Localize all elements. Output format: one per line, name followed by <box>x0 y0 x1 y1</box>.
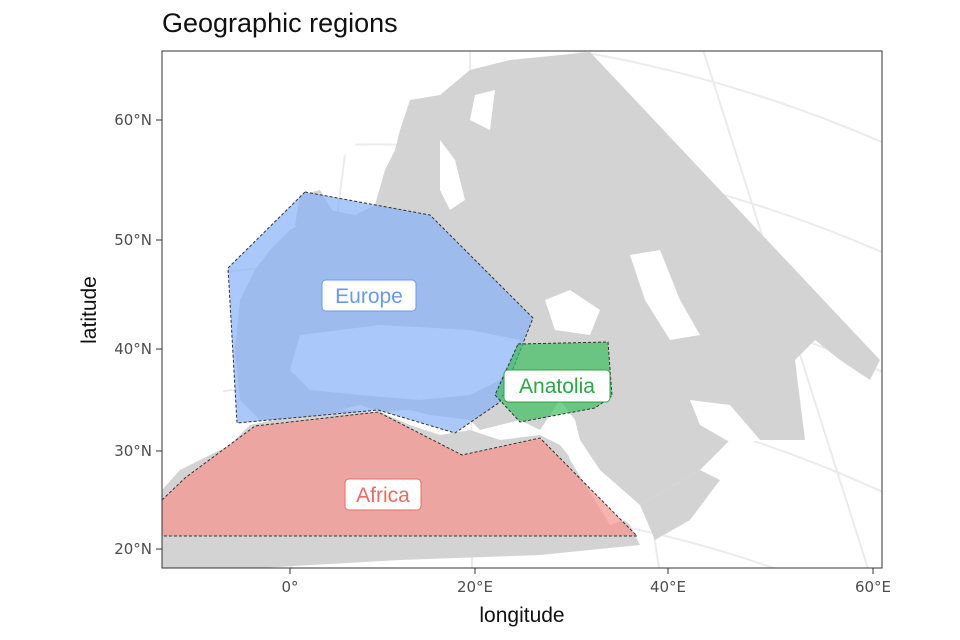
y-axis: 60°N 50°N 40°N 30°N 20°N <box>114 111 162 558</box>
y-tick-label-60n: 60°N <box>114 111 152 129</box>
y-tick-label-50n: 50°N <box>114 231 152 249</box>
graticule-parallel-60n <box>162 51 882 144</box>
panel-border <box>161 50 883 569</box>
region-label-europe-text: Europe <box>335 285 403 308</box>
water-baltic <box>440 140 465 210</box>
water-red-sea <box>560 430 625 525</box>
water-caspian <box>630 250 700 340</box>
region-europe[interactable] <box>227 191 534 434</box>
y-tick-label-40n: 40°N <box>114 340 152 358</box>
y-axis-title: latitude <box>78 276 101 344</box>
x-tick-label-60e: 60°E <box>855 578 891 596</box>
map-title: Geographic regions <box>162 8 398 38</box>
x-axis: 0° 20°E 40°E 60°E <box>281 568 891 596</box>
y-tick-label-30n: 30°N <box>114 442 152 460</box>
region-label-africa-text: Africa <box>356 484 410 507</box>
region-label-africa: Africa <box>344 478 422 511</box>
region-africa[interactable] <box>162 411 639 537</box>
water-persian-gulf <box>690 400 760 445</box>
water-black-sea <box>545 290 600 335</box>
water-atlantic <box>162 51 390 470</box>
region-label-anatolia: Anatolia <box>503 369 611 403</box>
region-label-anatolia-text: Anatolia <box>519 375 595 398</box>
x-axis-title: longitude <box>479 604 564 627</box>
y-tick-label-20n: 20°N <box>114 540 152 558</box>
region-label-europe: Europe <box>321 279 417 312</box>
x-tick-label-40e: 40°E <box>650 578 686 596</box>
land-arabia <box>640 470 720 540</box>
water-gulf <box>470 90 495 130</box>
x-tick-label-0: 0° <box>281 578 298 596</box>
x-tick-label-20e: 20°E <box>457 578 493 596</box>
